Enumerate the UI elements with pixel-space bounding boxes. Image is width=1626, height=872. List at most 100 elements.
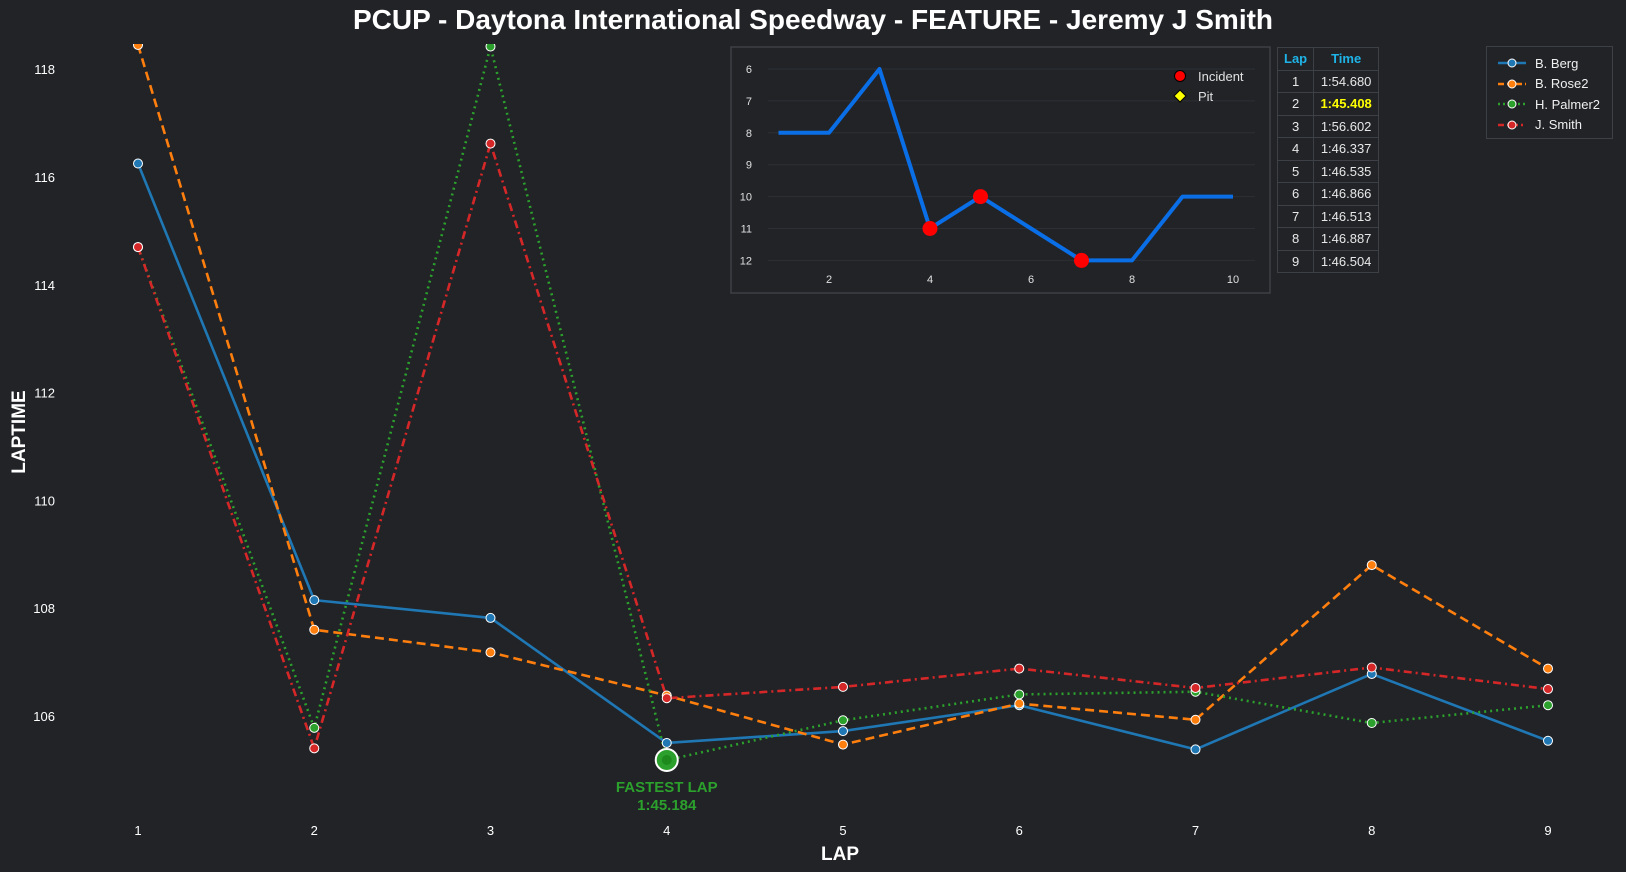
data-point-b-rose2 xyxy=(1014,698,1025,709)
data-point-h-palmer2 xyxy=(485,44,496,52)
data-point-b-berg xyxy=(485,612,496,623)
legend-item: H. Palmer2 xyxy=(1497,94,1600,114)
legend-label: J. Smith xyxy=(1535,117,1582,132)
table-row: 2 1:45.408 xyxy=(1276,92,1380,116)
data-point-b-rose2 xyxy=(1190,714,1201,725)
data-point-b-berg xyxy=(661,737,672,748)
legend-label: H. Palmer2 xyxy=(1535,96,1601,112)
table-cell-lap: 3 xyxy=(1276,114,1315,138)
data-point-b-berg xyxy=(1190,744,1201,755)
fastest-lap-marker-inner xyxy=(661,754,672,765)
legend-item: J. Smith xyxy=(1497,115,1582,135)
table-cell-time: 1:54.680 xyxy=(1313,69,1380,93)
data-point-b-berg xyxy=(838,726,848,737)
legend-item: B. Rose2 xyxy=(1497,74,1588,94)
table-cell-time: 1:46.535 xyxy=(1313,159,1380,183)
data-point-j-smith xyxy=(1366,662,1377,673)
plot-area xyxy=(133,44,1553,766)
table-body: 1 1:54.680 2 1:45.408 3 1:56.602 4 1:46.337 5 1:4… xyxy=(1276,69,1380,273)
y-axis-label: LAPTIME xyxy=(9,390,30,473)
data-point-b-berg xyxy=(133,158,143,169)
table-row: 4 1:46.337 xyxy=(1276,137,1380,161)
table-header-lap: Lap xyxy=(1276,47,1315,71)
inset-x-tick-label: 8 xyxy=(1129,274,1135,286)
table-cell-time: 1:46.866 xyxy=(1313,182,1380,206)
table-cell-lap: 8 xyxy=(1276,227,1315,251)
incident-legend-icon xyxy=(1174,70,1186,82)
x-axis-label: LAP xyxy=(821,844,859,865)
x-tick-label: 2 xyxy=(311,823,318,838)
data-point-j-smith xyxy=(133,242,143,253)
x-tick-label: 4 xyxy=(663,823,670,838)
data-point-j-smith xyxy=(309,743,320,754)
table-header-row: Lap Time xyxy=(1276,47,1380,71)
incident-legend-label: Incident xyxy=(1198,69,1244,84)
x-tick-label: 5 xyxy=(839,823,846,838)
table-cell-time: 1:45.408 xyxy=(1313,92,1380,116)
legend-swatch xyxy=(1498,99,1526,109)
table-cell-time: 1:56.602 xyxy=(1313,114,1380,138)
table-row: 5 1:46.535 xyxy=(1276,159,1380,183)
table-row: 8 1:46.887 xyxy=(1276,227,1380,251)
table-cell-lap: 4 xyxy=(1276,137,1315,161)
position-line xyxy=(778,67,1233,263)
x-tick-label: 8 xyxy=(1368,823,1375,838)
incident-marker xyxy=(1074,252,1089,268)
table-cell-time: 1:46.513 xyxy=(1313,204,1380,228)
data-point-j-smith xyxy=(485,138,496,149)
y-tick-label: 116 xyxy=(34,170,55,185)
lap-times-table: Lap Time 1 1:54.680 2 1:45.408 3 1:56.602 4 1:4… xyxy=(1276,47,1380,273)
y-tick-label: 106 xyxy=(33,709,55,724)
data-point-j-smith xyxy=(1014,663,1025,674)
data-point-b-berg xyxy=(1543,735,1553,746)
table-row: 3 1:56.602 xyxy=(1276,114,1380,138)
data-point-h-palmer2 xyxy=(309,722,320,733)
legend-marker xyxy=(1507,99,1517,109)
legend-marker xyxy=(1507,120,1517,129)
inset-x-tick-label: 6 xyxy=(1028,274,1034,286)
table-row: 1 1:54.680 xyxy=(1276,69,1380,93)
x-tick-label: 3 xyxy=(487,823,494,838)
data-point-h-palmer2 xyxy=(1543,700,1553,711)
legend-label: B. Rose2 xyxy=(1535,76,1589,91)
table-cell-time: 1:46.504 xyxy=(1313,249,1380,273)
table-row: 9 1:46.504 xyxy=(1276,249,1380,273)
table-cell-time: 1:46.337 xyxy=(1313,137,1380,161)
y-tick-label: 112 xyxy=(34,386,55,401)
legend-marker xyxy=(1507,58,1517,68)
data-point-h-palmer2 xyxy=(1366,718,1377,729)
data-point-h-palmer2 xyxy=(1014,689,1025,700)
table-cell-time: 1:46.887 xyxy=(1313,227,1380,251)
data-point-b-rose2 xyxy=(1366,560,1377,571)
legend-marker xyxy=(1507,79,1517,88)
x-tick-label: 9 xyxy=(1544,823,1551,838)
data-point-j-smith xyxy=(1543,684,1553,695)
x-tick-label: 1 xyxy=(134,823,141,838)
fastest-lap-value: 1:45.184 xyxy=(637,797,697,814)
inset-y-tick-label: 8 xyxy=(746,128,752,140)
inset-x-tick-label: 2 xyxy=(826,274,832,286)
chart-legend: B. Berg B. Rose2 H. Palmer2 J. Smith xyxy=(1486,46,1613,139)
table-cell-lap: 7 xyxy=(1276,204,1315,228)
data-point-j-smith xyxy=(1190,682,1201,693)
inset-frame xyxy=(730,46,1271,294)
table-header-time: Time xyxy=(1313,47,1380,71)
data-point-b-rose2 xyxy=(133,44,143,50)
table-cell-lap: 9 xyxy=(1276,249,1315,273)
inset-y-tick-label: 6 xyxy=(746,64,752,76)
table-row: 6 1:46.866 xyxy=(1276,182,1380,206)
inset-y-tick-label: 9 xyxy=(746,160,752,172)
data-point-j-smith xyxy=(661,693,672,704)
incident-marker xyxy=(922,221,938,236)
legend-swatch xyxy=(1498,79,1526,88)
data-point-b-rose2 xyxy=(485,647,496,658)
data-point-b-rose2 xyxy=(309,624,320,635)
y-tick-label: 110 xyxy=(34,493,55,508)
inset-y-tick-label: 12 xyxy=(740,255,752,267)
table-cell-lap: 2 xyxy=(1276,92,1315,116)
table-row: 7 1:46.513 xyxy=(1276,204,1380,228)
inset-y-tick-label: 11 xyxy=(741,224,752,236)
pit-legend-label: Pit xyxy=(1198,89,1214,104)
data-point-h-palmer2 xyxy=(838,715,848,726)
inset-x-tick-label: 4 xyxy=(927,274,933,286)
